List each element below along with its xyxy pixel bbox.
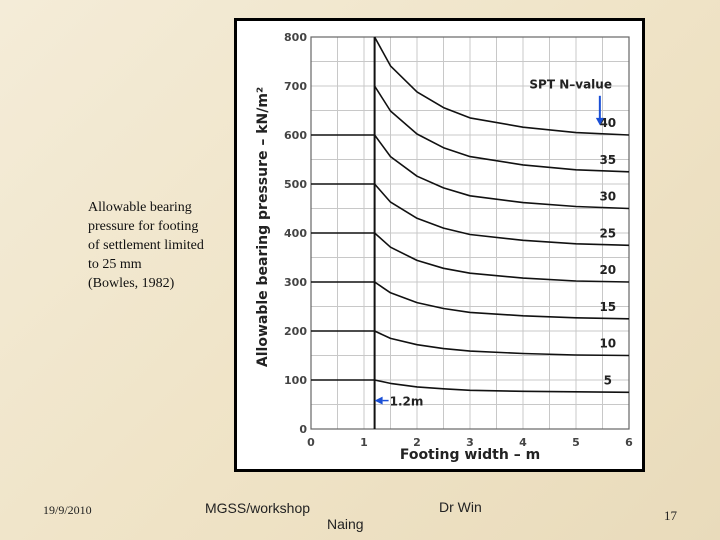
caption-line: to 25 mm (88, 257, 142, 272)
page-number: 17 (664, 508, 677, 523)
y-tick-label: 200 (284, 325, 307, 338)
y-tick-label: 400 (284, 227, 307, 240)
legend-arrow-head (595, 117, 604, 126)
series-label: 10 (599, 337, 616, 351)
series-line-n25 (311, 183, 630, 247)
y-tick-label: 0 (299, 423, 307, 436)
bearing-pressure-chart: 0 1 2 3 4 5 6 0 100 200 300 400 500 600 700 800 Footing … (237, 21, 642, 469)
series-label: 40 (599, 116, 616, 130)
footer-author-last: Naing (327, 516, 364, 532)
series-line-n35 (373, 85, 630, 173)
legend-title: SPT N–value (529, 77, 612, 91)
x-tick-label: 5 (572, 436, 580, 449)
x-tick-label: 6 (625, 436, 633, 449)
caption-line: Allowable bearing (88, 200, 192, 215)
y-axis-label: Allowable bearing pressure – kN/m² (255, 87, 271, 367)
y-tick-label: 300 (284, 276, 307, 289)
series-label: 35 (599, 153, 616, 167)
figure-caption: Allowable bearing pressure for footing o… (88, 198, 238, 293)
x-tick-label: 4 (519, 436, 527, 449)
y-tick-label: 800 (284, 31, 307, 44)
series-label: 25 (599, 226, 616, 240)
series-label: 5 (604, 373, 612, 387)
annotation-arrow-head (374, 396, 383, 405)
series-line-n15 (311, 281, 630, 320)
series-label: 30 (599, 190, 616, 204)
series-line-n40 (373, 36, 630, 136)
footer-author-first: Dr Win (439, 499, 482, 515)
x-tick-label: 2 (413, 436, 421, 449)
chart-figure: 0 1 2 3 4 5 6 0 100 200 300 400 500 600 700 800 Footing … (234, 18, 645, 472)
series-label: 20 (599, 263, 616, 277)
series-line-n20 (311, 232, 630, 283)
footer-date: 19/9/2010 (43, 503, 92, 517)
series-line-n5 (311, 379, 630, 394)
y-tick-label: 700 (284, 80, 307, 93)
annotation-label: 1.2m (390, 395, 424, 409)
caption-line: (Bowles, 1982) (88, 276, 175, 291)
series-line-n30 (311, 134, 630, 210)
x-tick-label: 1 (360, 436, 368, 449)
series-line-n10 (311, 330, 630, 357)
x-axis-label: Footing width – m (400, 447, 540, 463)
footer-workshop: MGSS/workshop (205, 500, 311, 516)
y-tick-label: 600 (284, 129, 307, 142)
caption-line: of settlement limited (88, 238, 204, 253)
series-label: 15 (599, 300, 616, 314)
y-tick-label: 500 (284, 178, 307, 191)
caption-line: pressure for footing (88, 219, 199, 234)
x-tick-label: 3 (466, 436, 474, 449)
y-tick-label: 100 (284, 374, 307, 387)
x-tick-label: 0 (307, 436, 315, 449)
